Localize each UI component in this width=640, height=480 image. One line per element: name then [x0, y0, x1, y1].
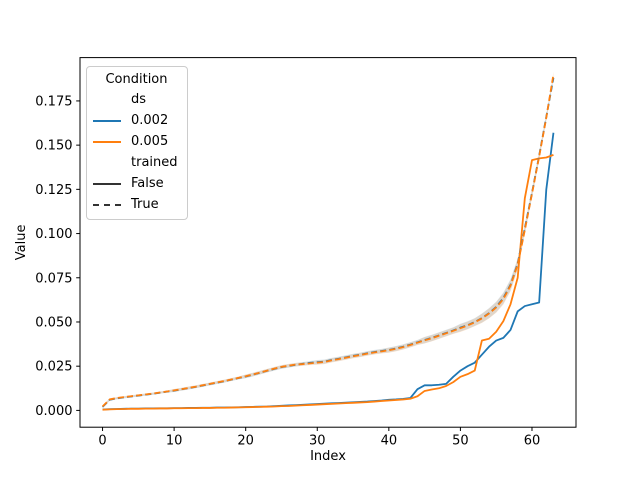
legend-line-handle [93, 203, 121, 206]
legend-label: 0.002 [131, 113, 169, 128]
legend-entry-true: True [93, 194, 180, 215]
x-tick-label: 50 [452, 434, 469, 449]
legend-label: 0.005 [131, 134, 169, 149]
legend-entry-0.002: 0.002 [93, 110, 180, 131]
x-axis-label: Index [310, 449, 346, 464]
y-tick-label: 0.150 [35, 139, 72, 154]
legend-line-handle [93, 119, 121, 122]
x-tick-label: 40 [381, 434, 398, 449]
legend-label: trained [131, 155, 178, 170]
series-line-0.005-false [102, 154, 554, 411]
legend-entry-0.005: 0.005 [93, 131, 180, 152]
legend: Condition ds 0.002 0.005 trained False True [86, 66, 188, 220]
legend-entry-false: False [93, 173, 180, 194]
y-axis-label: Value [14, 225, 29, 261]
y-tick-label: 0.025 [35, 360, 72, 375]
legend-label: True [131, 197, 159, 212]
x-tick-label: 30 [309, 434, 326, 449]
legend-title: Condition [105, 72, 168, 87]
y-tick-label: 0.125 [35, 183, 72, 198]
x-tick-label: 20 [237, 434, 254, 449]
series-lines [101, 74, 555, 411]
x-tick-label: 10 [166, 434, 183, 449]
legend-line-handle [93, 182, 121, 185]
x-tick-label: 0 [98, 434, 106, 449]
y-tick-label: 0.000 [35, 404, 72, 419]
y-tick-label: 0.050 [35, 315, 72, 330]
y-axis: 0.000 0.025 0.050 0.075 0.100 0.125 0.150 0.175 [35, 94, 80, 419]
x-tick-label: 60 [524, 434, 541, 449]
series-line-0.005-true [101, 74, 555, 408]
y-tick-label: 0.100 [35, 227, 72, 242]
y-tick-label: 0.075 [35, 271, 72, 286]
plot-border [79, 57, 577, 428]
legend-label: False [131, 176, 164, 191]
legend-label: ds [131, 92, 147, 107]
y-tick-label: 0.175 [35, 94, 72, 109]
x-axis: 0 10 20 30 40 50 60 [98, 427, 540, 449]
legend-entry-ds: ds [93, 89, 180, 110]
legend-line-handle [93, 140, 121, 143]
legend-entry-trained: trained [93, 152, 180, 173]
